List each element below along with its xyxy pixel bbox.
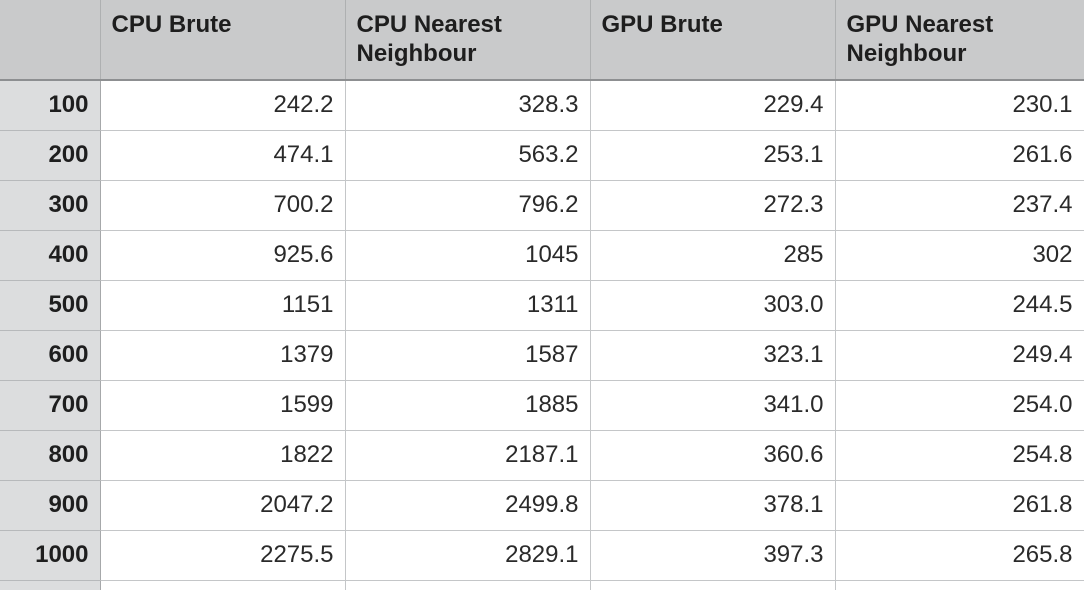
table-cell[interactable] bbox=[590, 580, 836, 590]
table-row-empty bbox=[0, 580, 1084, 590]
table-cell[interactable]: 2275.5 bbox=[100, 530, 346, 581]
table-cell[interactable] bbox=[835, 580, 1084, 590]
header-row: CPU Brute CPU Nearest Neighbour GPU Brut… bbox=[0, 0, 1084, 81]
row-header[interactable]: 700 bbox=[0, 380, 101, 431]
table-row: 800 1822 2187.1 360.6 254.8 bbox=[0, 430, 1084, 481]
corner-cell[interactable] bbox=[0, 0, 101, 81]
table-row: 200 474.1 563.2 253.1 261.6 bbox=[0, 130, 1084, 181]
table-cell[interactable]: 360.6 bbox=[590, 430, 836, 481]
table-cell[interactable]: 2187.1 bbox=[345, 430, 591, 481]
row-header[interactable]: 900 bbox=[0, 480, 101, 531]
table-row: 600 1379 1587 323.1 249.4 bbox=[0, 330, 1084, 381]
row-header[interactable]: 1000 bbox=[0, 530, 101, 581]
table-cell[interactable]: 341.0 bbox=[590, 380, 836, 431]
table-cell[interactable]: 261.8 bbox=[835, 480, 1084, 531]
row-header[interactable]: 200 bbox=[0, 130, 101, 181]
row-header[interactable] bbox=[0, 580, 101, 590]
table-cell[interactable]: 1599 bbox=[100, 380, 346, 431]
table-row: 700 1599 1885 341.0 254.0 bbox=[0, 380, 1084, 431]
column-header-gpu-brute[interactable]: GPU Brute bbox=[590, 0, 836, 81]
table-cell[interactable]: 323.1 bbox=[590, 330, 836, 381]
table-row: 100 242.2 328.3 229.4 230.1 bbox=[0, 80, 1084, 131]
table-cell[interactable]: 265.8 bbox=[835, 530, 1084, 581]
row-header[interactable]: 600 bbox=[0, 330, 101, 381]
table-cell[interactable]: 1311 bbox=[345, 280, 591, 331]
table-cell[interactable]: 253.1 bbox=[590, 130, 836, 181]
table-cell[interactable]: 1151 bbox=[100, 280, 346, 331]
table-cell[interactable]: 1379 bbox=[100, 330, 346, 381]
table-cell[interactable]: 2499.8 bbox=[345, 480, 591, 531]
table-row: 1000 2275.5 2829.1 397.3 265.8 bbox=[0, 530, 1084, 581]
column-header-gpu-nearest-neighbour[interactable]: GPU Nearest Neighbour bbox=[835, 0, 1084, 81]
table-cell[interactable]: 1045 bbox=[345, 230, 591, 281]
table-cell[interactable]: 796.2 bbox=[345, 180, 591, 231]
table-cell[interactable]: 272.3 bbox=[590, 180, 836, 231]
row-header[interactable]: 500 bbox=[0, 280, 101, 331]
column-header-cpu-brute[interactable]: CPU Brute bbox=[100, 0, 346, 81]
table-cell[interactable]: 328.3 bbox=[345, 80, 591, 131]
table-row: 300 700.2 796.2 272.3 237.4 bbox=[0, 180, 1084, 231]
table-cell[interactable]: 700.2 bbox=[100, 180, 346, 231]
table-cell[interactable] bbox=[345, 580, 591, 590]
table-cell[interactable] bbox=[100, 580, 346, 590]
row-header[interactable]: 100 bbox=[0, 80, 101, 131]
table-row: 900 2047.2 2499.8 378.1 261.8 bbox=[0, 480, 1084, 531]
table-row: 500 1151 1311 303.0 244.5 bbox=[0, 280, 1084, 331]
row-header[interactable]: 400 bbox=[0, 230, 101, 281]
table-cell[interactable]: 249.4 bbox=[835, 330, 1084, 381]
row-header[interactable]: 300 bbox=[0, 180, 101, 231]
table-cell[interactable]: 1587 bbox=[345, 330, 591, 381]
table-cell[interactable]: 285 bbox=[590, 230, 836, 281]
table-cell[interactable]: 242.2 bbox=[100, 80, 346, 131]
table-cell[interactable]: 1822 bbox=[100, 430, 346, 481]
table-cell[interactable]: 254.8 bbox=[835, 430, 1084, 481]
table-cell[interactable]: 2047.2 bbox=[100, 480, 346, 531]
column-header-cpu-nearest-neighbour[interactable]: CPU Nearest Neighbour bbox=[345, 0, 591, 81]
table-cell[interactable]: 237.4 bbox=[835, 180, 1084, 231]
table-cell[interactable]: 244.5 bbox=[835, 280, 1084, 331]
table-cell[interactable]: 397.3 bbox=[590, 530, 836, 581]
table-row: 400 925.6 1045 285 302 bbox=[0, 230, 1084, 281]
table-cell[interactable]: 474.1 bbox=[100, 130, 346, 181]
table-cell[interactable]: 254.0 bbox=[835, 380, 1084, 431]
table-cell[interactable]: 563.2 bbox=[345, 130, 591, 181]
table-cell[interactable]: 230.1 bbox=[835, 80, 1084, 131]
table-cell[interactable]: 302 bbox=[835, 230, 1084, 281]
table-cell[interactable]: 261.6 bbox=[835, 130, 1084, 181]
table-cell[interactable]: 2829.1 bbox=[345, 530, 591, 581]
table-cell[interactable]: 1885 bbox=[345, 380, 591, 431]
table-cell[interactable]: 229.4 bbox=[590, 80, 836, 131]
table-cell[interactable]: 303.0 bbox=[590, 280, 836, 331]
row-header[interactable]: 800 bbox=[0, 430, 101, 481]
table-cell[interactable]: 378.1 bbox=[590, 480, 836, 531]
table-cell[interactable]: 925.6 bbox=[100, 230, 346, 281]
